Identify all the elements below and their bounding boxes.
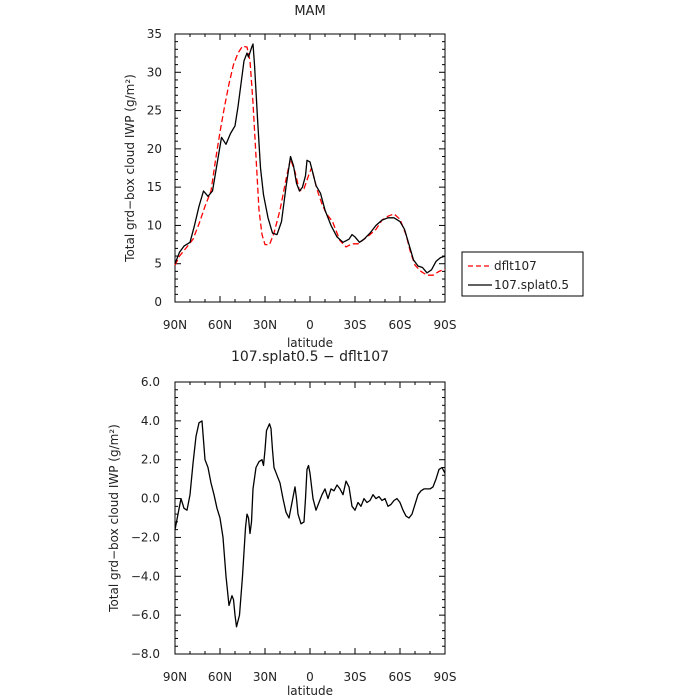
- bottom-chart-title: 107.splat0.5 − dflt107: [231, 349, 389, 365]
- legend-label-dflt107: dflt107: [494, 259, 537, 273]
- y-tick-label: −8.0: [131, 647, 160, 661]
- y-tick-label: 30: [147, 65, 162, 79]
- top-y-axis: 0 5 10 15 20 25 30 35: [147, 27, 445, 309]
- x-tick-label: 30S: [344, 670, 367, 684]
- y-tick-label: −4.0: [131, 569, 160, 583]
- x-tick-label: 0: [306, 670, 314, 684]
- bottom-x-axis: 90N 60N 30N 0 30S 60S 90S: [163, 382, 457, 684]
- x-tick-label: 90S: [434, 670, 457, 684]
- x-tick-label: 90N: [163, 318, 187, 332]
- x-tick-label: 30N: [253, 670, 277, 684]
- bottom-series-lines: [174, 420, 446, 628]
- top-x-axis-label: latitude: [287, 336, 333, 350]
- series-line-difference: [174, 420, 446, 628]
- legend-label-splat: 107.splat0.5: [494, 278, 569, 292]
- y-tick-label: 6.0: [141, 375, 160, 389]
- legend: dflt107 107.splat0.5: [461, 251, 584, 297]
- x-tick-label: 60S: [389, 670, 412, 684]
- top-panel: MAM 0 5 10 15 20 25 30 35 90N 60N 30N 0 30S 60S 90S l…: [123, 4, 584, 350]
- series-line-107-splat0-5: [174, 43, 446, 274]
- x-tick-label: 60N: [208, 318, 232, 332]
- x-tick-label: 30S: [344, 318, 367, 332]
- bottom-panel: 107.splat0.5 − dflt107 −8.0 −6.0 −4.0 −2.0 0…: [107, 349, 456, 698]
- bottom-y-axis-label: Total grd−box cloud IWP (g/m²): [107, 424, 121, 613]
- y-tick-label: −6.0: [131, 608, 160, 622]
- y-tick-label: 25: [147, 104, 162, 118]
- top-plot-frame: [174, 33, 446, 303]
- y-tick-label: 20: [147, 142, 162, 156]
- top-chart-title: MAM: [294, 4, 325, 19]
- top-x-axis: 90N 60N 30N 0 30S 60S 90S: [163, 34, 457, 332]
- x-tick-label: 30N: [253, 318, 277, 332]
- y-tick-label: 4.0: [141, 414, 160, 428]
- y-tick-label: 0: [154, 295, 162, 309]
- y-tick-label: 2.0: [141, 453, 160, 467]
- top-y-axis-label: Total grd−box cloud IWP (g/m²): [123, 74, 137, 263]
- y-tick-label: 0.0: [141, 492, 160, 506]
- x-tick-label: 60N: [208, 670, 232, 684]
- x-tick-label: 90S: [434, 318, 457, 332]
- top-series-lines: [174, 43, 446, 276]
- y-tick-label: 35: [147, 27, 162, 41]
- y-tick-label: −2.0: [131, 530, 160, 544]
- y-tick-label: 15: [147, 180, 162, 194]
- x-tick-label: 90N: [163, 670, 187, 684]
- x-tick-label: 0: [306, 318, 314, 332]
- series-line-dflt107: [174, 45, 446, 276]
- bottom-y-axis: −8.0 −6.0 −4.0 −2.0 0.0 2.0 4.0 6.0: [131, 375, 445, 661]
- legend-box: [461, 251, 584, 297]
- y-tick-label: 10: [147, 218, 162, 232]
- bottom-plot-frame: [174, 381, 446, 655]
- y-tick-label: 5: [154, 257, 162, 271]
- x-tick-label: 60S: [389, 318, 412, 332]
- bottom-x-axis-label: latitude: [287, 684, 333, 698]
